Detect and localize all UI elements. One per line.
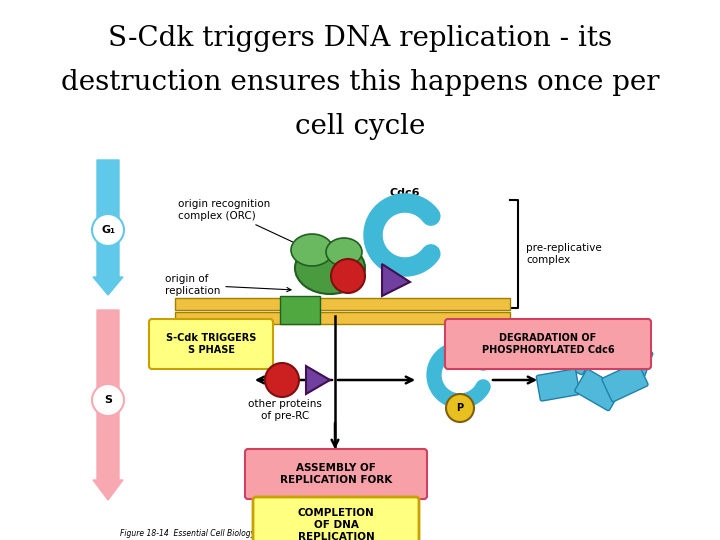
Text: pre-replicative
complex: pre-replicative complex — [526, 243, 602, 265]
Text: origin of
replication: origin of replication — [165, 274, 291, 296]
Text: Cdc6: Cdc6 — [390, 188, 420, 198]
FancyBboxPatch shape — [577, 330, 622, 366]
FancyBboxPatch shape — [149, 319, 273, 369]
Text: ASSEMBLY OF
REPLICATION FORK: ASSEMBLY OF REPLICATION FORK — [280, 463, 392, 485]
FancyBboxPatch shape — [607, 340, 653, 376]
Text: destruction ensures this happens once per: destruction ensures this happens once pe… — [60, 69, 660, 96]
Circle shape — [331, 259, 365, 293]
Ellipse shape — [295, 242, 365, 294]
Ellipse shape — [291, 234, 333, 266]
FancyArrow shape — [93, 310, 123, 500]
Text: other proteins
of pre-RC: other proteins of pre-RC — [248, 399, 322, 421]
Polygon shape — [382, 264, 410, 296]
Circle shape — [92, 384, 124, 416]
Text: S-Cdk triggers DNA replication - its: S-Cdk triggers DNA replication - its — [108, 24, 612, 51]
FancyBboxPatch shape — [575, 369, 621, 410]
Text: COMPLETION
OF DNA
REPLICATION: COMPLETION OF DNA REPLICATION — [297, 508, 374, 540]
Circle shape — [446, 394, 474, 422]
Text: cell cycle: cell cycle — [294, 112, 426, 139]
FancyBboxPatch shape — [445, 319, 651, 369]
Bar — [175, 298, 510, 310]
Ellipse shape — [326, 238, 362, 266]
Text: P: P — [456, 403, 464, 413]
Text: DEGRADATION OF
PHOSPHORYLATED Cdc6: DEGRADATION OF PHOSPHORYLATED Cdc6 — [482, 333, 614, 355]
Text: Figure 18-14  Essential Cell Biology 5/e (© Garland Science 2010): Figure 18-14 Essential Cell Biology 5/e … — [120, 530, 372, 538]
FancyArrow shape — [93, 160, 123, 295]
Text: G₁: G₁ — [101, 225, 115, 235]
FancyBboxPatch shape — [253, 497, 419, 540]
Circle shape — [265, 363, 299, 397]
Text: S-Cdk TRIGGERS
S PHASE: S-Cdk TRIGGERS S PHASE — [166, 333, 256, 355]
Circle shape — [92, 214, 124, 246]
Bar — [175, 312, 510, 324]
FancyBboxPatch shape — [602, 362, 648, 402]
Text: S: S — [104, 395, 112, 405]
FancyBboxPatch shape — [547, 335, 593, 375]
FancyBboxPatch shape — [245, 449, 427, 499]
Bar — [280, 296, 320, 324]
Text: Cdc6: Cdc6 — [445, 335, 475, 345]
Polygon shape — [306, 366, 330, 394]
FancyBboxPatch shape — [536, 369, 580, 401]
Text: origin recognition
complex (ORC): origin recognition complex (ORC) — [178, 199, 306, 248]
